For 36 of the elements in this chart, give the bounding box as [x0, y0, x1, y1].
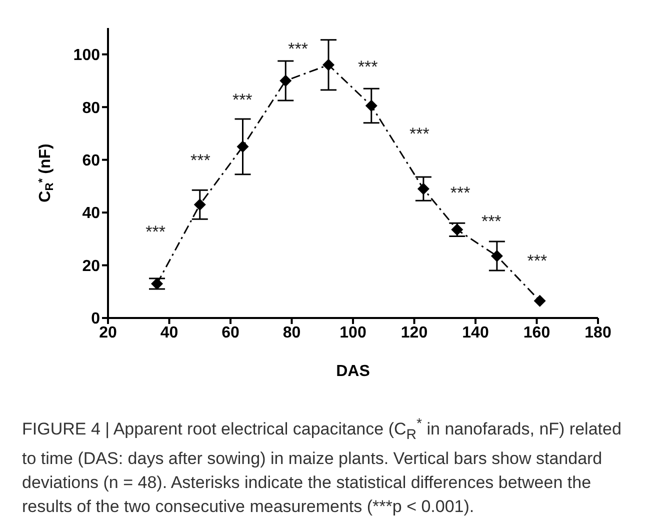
x-tick-label: 20	[99, 324, 117, 342]
point	[280, 74, 292, 87]
x-tick-label: 120	[400, 324, 428, 342]
annotation: ***	[527, 251, 548, 270]
point	[490, 250, 503, 262]
point	[417, 182, 430, 195]
y-tick-label: 60	[82, 152, 100, 170]
annotation: ***	[410, 124, 430, 144]
annotation: ***	[450, 184, 471, 203]
x-axis-title: DAS	[336, 363, 370, 380]
point	[365, 100, 378, 112]
x-tick-label: 60	[222, 324, 240, 342]
x-tick-label: 40	[160, 324, 178, 342]
point	[451, 224, 464, 236]
x-tick-label: 140	[462, 324, 489, 342]
y-tick-label: 80	[82, 100, 100, 117]
point	[194, 198, 206, 211]
annotation: ***	[481, 212, 502, 232]
annotation: ***	[232, 90, 253, 110]
point	[534, 294, 546, 307]
x-tick-label: 100	[340, 324, 366, 342]
point	[322, 58, 334, 71]
annotation: ***	[288, 39, 308, 58]
y-tick-label: 0	[91, 310, 100, 328]
annotation: ***	[358, 57, 378, 76]
annotation: ***	[190, 151, 211, 170]
point	[151, 278, 163, 290]
x-tick-label: 80	[282, 324, 301, 342]
y-tick-label: 100	[73, 47, 100, 64]
y-tick-label: 20	[82, 258, 100, 275]
x-tick-label: 180	[584, 324, 612, 342]
y-tick-label: 40	[82, 205, 100, 222]
x-tick-label: 160	[523, 324, 550, 342]
caption: FIGURE 4 | Apparent root electrical capacitance (C$_{R}$$^{*}$ in nanofarads, nF) related to time (DAS: days after sowing) in maize plants. Vertical bars show standard deviations (n = 48). Asterisks indicate the statistical differences between the results of the two consecutive measurements (***p < 0.001).	[22, 415, 622, 518]
annotation: ***	[146, 222, 166, 242]
point	[236, 140, 249, 153]
